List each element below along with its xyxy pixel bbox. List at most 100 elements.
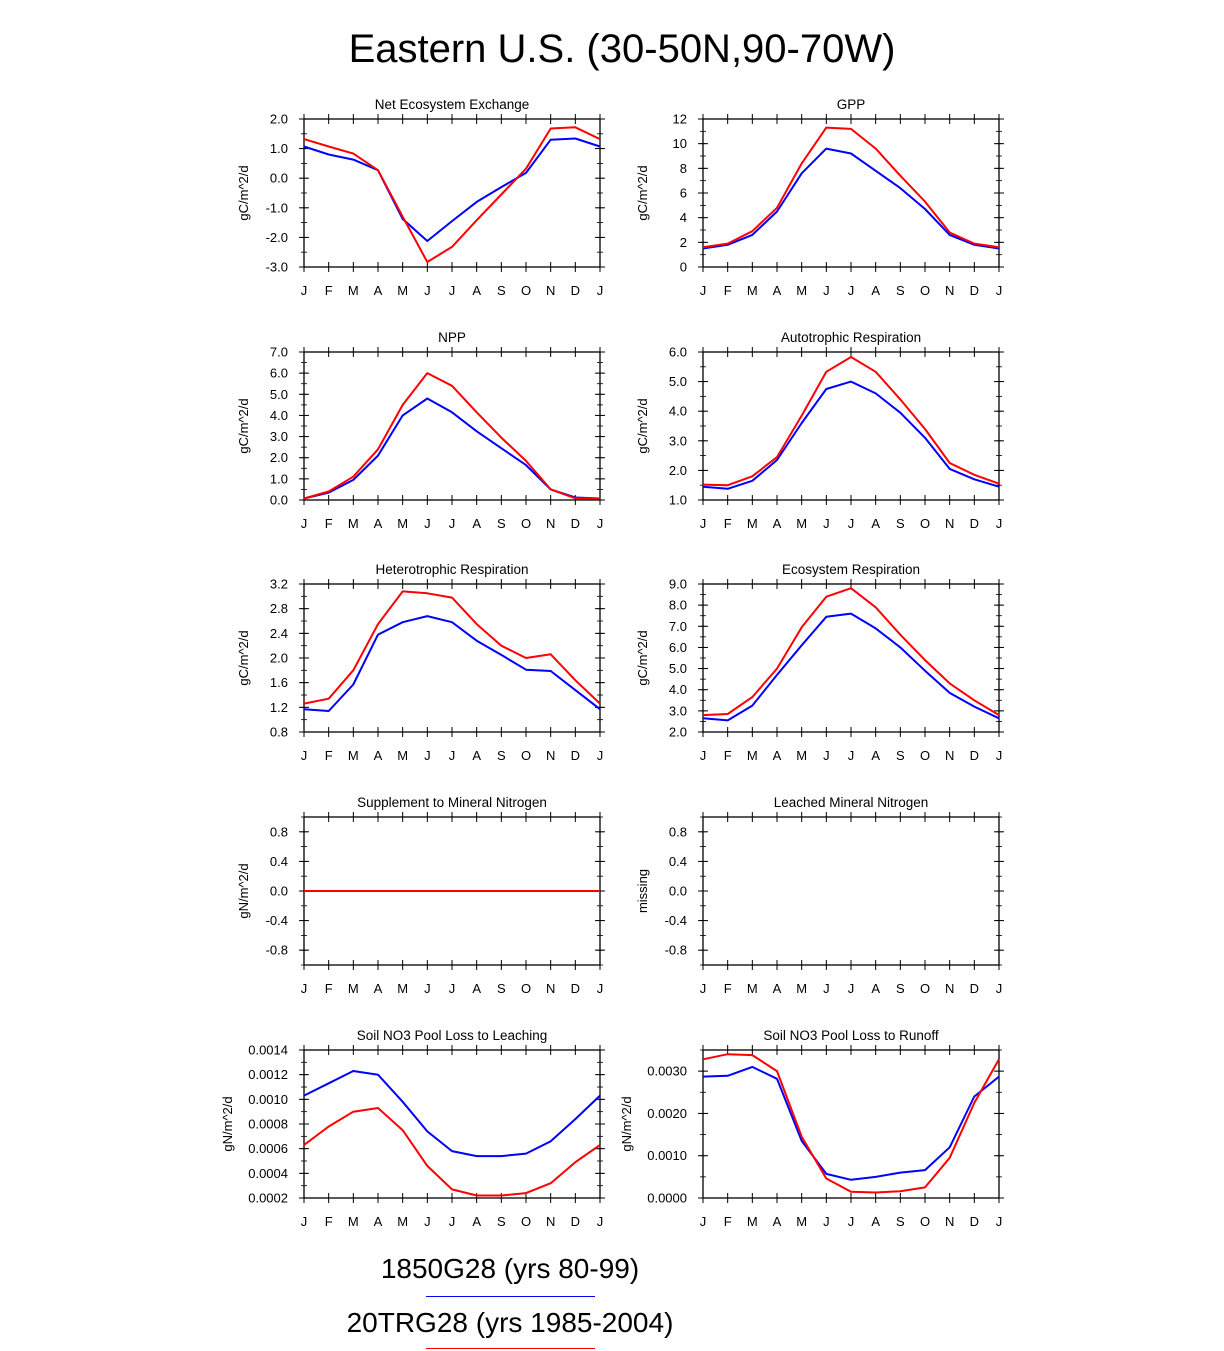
panel1-xtick-label: M	[796, 283, 807, 298]
panel5-series-1-line	[702, 587, 1000, 717]
panel9-xtick-label: M	[747, 1214, 758, 1229]
panel5-xtick-label: A	[871, 748, 880, 763]
panel6-ytick-label: -0.4	[266, 913, 288, 928]
panel2-xtick-label: M	[397, 516, 408, 531]
panel3-xtick-label: A	[773, 516, 782, 531]
panel2-frame	[303, 351, 601, 501]
panel6-xtick-label: J	[424, 981, 431, 996]
panel4-ytick-label: 1.2	[270, 700, 288, 715]
panel9-ytick-label: 0.0010	[647, 1148, 687, 1163]
panel0-xtick-label: S	[497, 283, 506, 298]
panel8-xtick-label: A	[472, 1214, 481, 1229]
panel5-xtick-label: M	[747, 748, 758, 763]
panel1-xtick-label: A	[773, 283, 782, 298]
panel5-ytick-label: 4.0	[669, 682, 687, 697]
panel6-xtick-label: J	[301, 981, 308, 996]
panel8-xtick-label: O	[521, 1214, 531, 1229]
panel7-xtick-label: N	[945, 981, 954, 996]
panel0-xtick-label: J	[449, 283, 456, 298]
panel0-xtick-label: J	[301, 283, 308, 298]
panel2-xtick-label: N	[546, 516, 555, 531]
panel8-xtick-label: J	[424, 1214, 431, 1229]
panel6-xtick-label: F	[325, 981, 333, 996]
panel7-xtick-label: J	[823, 981, 830, 996]
panel9-xtick-label: D	[970, 1214, 979, 1229]
panel1-xtick-label: F	[724, 283, 732, 298]
panel7-xtick-label: J	[996, 981, 1003, 996]
panel1-series-1-line	[702, 126, 1000, 249]
panel1-xtick-label: J	[823, 283, 830, 298]
panel6-xtick-label: D	[571, 981, 580, 996]
panel5-xtick-label: J	[848, 748, 855, 763]
panel2-title: NPP	[438, 330, 466, 345]
panel4-xtick-label: N	[546, 748, 555, 763]
panel1-ytick-label: 0	[680, 260, 687, 275]
panel0-xtick-label: M	[397, 283, 408, 298]
panel0-xtick-label: A	[374, 283, 383, 298]
panel6-ylabel: gN/m^2/d	[236, 863, 251, 918]
panel1-series-0-line	[702, 147, 1000, 250]
panel1-xtick-label: N	[945, 283, 954, 298]
panel4-xtick-label: J	[301, 748, 308, 763]
panel8-series-1-line	[303, 1107, 601, 1197]
panel9-title: Soil NO3 Pool Loss to Runoff	[763, 1028, 939, 1043]
panel4-xtick-label: S	[497, 748, 506, 763]
panel6-xtick-label: N	[546, 981, 555, 996]
panel1-ytick-label: 10	[673, 136, 687, 151]
panel2-ytick-label: 4.0	[270, 408, 288, 423]
panel1-ytick-label: 12	[673, 112, 687, 127]
panel6-ytick-label: 0.8	[270, 824, 288, 839]
panel5-xtick-label: J	[823, 748, 830, 763]
panel4-ytick-label: 3.2	[270, 577, 288, 592]
panel1-ytick-label: 4	[680, 210, 687, 225]
panel2-series-0-line	[303, 397, 601, 500]
panel7-xtick-label: M	[796, 981, 807, 996]
panel0-xtick-label: M	[348, 283, 359, 298]
panel5-xtick-label: M	[796, 748, 807, 763]
panel0-ylabel: gC/m^2/d	[236, 165, 251, 220]
panel2-xtick-label: J	[301, 516, 308, 531]
panel8-ytick-label: 0.0006	[248, 1141, 288, 1156]
panel6-xtick-label: M	[348, 981, 359, 996]
panel8-ytick-label: 0.0010	[248, 1092, 288, 1107]
panel0-title: Net Ecosystem Exchange	[375, 97, 530, 112]
panel7-title: Leached Mineral Nitrogen	[774, 795, 929, 810]
panel2-xtick-label: O	[521, 516, 531, 531]
panel5-ytick-label: 2.0	[669, 725, 687, 740]
panel4-xtick-label: F	[325, 748, 333, 763]
panel7-xtick-label: A	[773, 981, 782, 996]
panel3-xtick-label: O	[920, 516, 930, 531]
panel9-series-0-line	[702, 1065, 1000, 1181]
panel3-xtick-label: D	[970, 516, 979, 531]
panel4-xtick-label: M	[397, 748, 408, 763]
panel5-xtick-label: N	[945, 748, 954, 763]
panel7-ytick-label: -0.4	[665, 913, 687, 928]
panel9-xtick-label: A	[773, 1214, 782, 1229]
panel6-xtick-label: A	[472, 981, 481, 996]
panel8-xtick-label: J	[301, 1214, 308, 1229]
panel3-ytick-label: 4.0	[669, 404, 687, 419]
panel4-ytick-label: 1.6	[270, 675, 288, 690]
panel3-xtick-label: J	[700, 516, 707, 531]
panel0-xtick-label: J	[424, 283, 431, 298]
panel1-xtick-label: O	[920, 283, 930, 298]
panel3-ylabel: gC/m^2/d	[635, 398, 650, 453]
panel0-ytick-label: -3.0	[266, 260, 288, 275]
panel0-ytick-label: -2.0	[266, 230, 288, 245]
panel8-xtick-label: D	[571, 1214, 580, 1229]
panel3-xtick-label: J	[823, 516, 830, 531]
panel4-ytick-label: 2.0	[270, 651, 288, 666]
panel7-ytick-label: 0.0	[669, 884, 687, 899]
panel2-ytick-label: 6.0	[270, 366, 288, 381]
page-title: Eastern U.S. (30-50N,90-70W)	[348, 27, 896, 71]
panel4-ylabel: gC/m^2/d	[236, 630, 251, 685]
panel8-xtick-label: J	[449, 1214, 456, 1229]
panel8-xtick-label: N	[546, 1214, 555, 1229]
panel3-xtick-label: A	[871, 516, 880, 531]
panel4-title: Heterotrophic Respiration	[375, 562, 528, 577]
panel0-ytick-label: 2.0	[270, 112, 288, 127]
panel5-ylabel: gC/m^2/d	[635, 630, 650, 685]
panel5-ytick-label: 6.0	[669, 640, 687, 655]
panel5-xtick-label: J	[996, 748, 1003, 763]
panel4-xtick-label: A	[374, 748, 383, 763]
